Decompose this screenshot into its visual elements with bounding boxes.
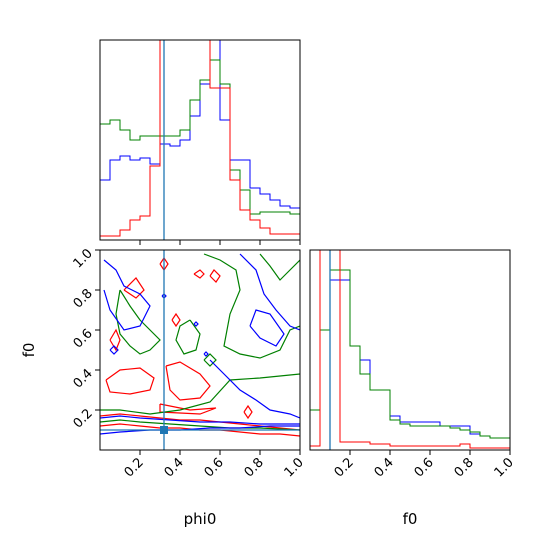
contour-series-1-path-5: [259, 253, 300, 281]
contour-series-2-path-4: [209, 359, 300, 419]
contour-series-2-path-2: [103, 259, 151, 331]
contour-series-2-path-6: [161, 293, 167, 299]
phi0-hist-series-0-step: [100, 40, 300, 240]
f0-hist-x-tick-label: 0.8: [452, 455, 477, 480]
contour-series-0-path-9: [209, 269, 221, 283]
contour-series-2-path-9: [109, 345, 119, 355]
contour-series-2-path-0: [100, 415, 300, 425]
joint-x-tick-label: 0.4: [162, 455, 187, 480]
f0-hist-x-tick-label: 0.6: [412, 455, 437, 480]
contour-series-0-path-7: [159, 256, 169, 272]
contour-series-1-path-6: [203, 353, 217, 367]
phi0-hist-series-2-step: [100, 40, 300, 240]
joint-contour-panel: 0.2 0.4 0.6 0.8 1.0 0.2 0.4 0.6 0.8 1.0: [71, 246, 307, 480]
contour-series-0-path-3: [165, 361, 211, 401]
phi0-hist-series-1-step: [100, 59, 300, 240]
y-axis-label-f0: f0: [20, 343, 38, 358]
contour-series-1-path-0: [100, 419, 300, 431]
contour-series-0-path-4: [159, 403, 217, 415]
contour-series-2-path-7: [193, 321, 199, 327]
f0-hist-x-tick-label: 0.4: [372, 455, 397, 480]
f0-hist-x-tick-label: 1.0: [492, 455, 517, 480]
joint-x-tick-label: 0.8: [242, 455, 267, 480]
joint-x-tick-label: 1.0: [282, 455, 307, 480]
x-axis-label-phi0: phi0: [184, 510, 217, 528]
contour-series-1-path-1: [100, 373, 300, 415]
contour-series-1-path-2: [203, 253, 300, 359]
contour-series-0-path-8: [171, 312, 181, 328]
contour-series-2-path-1: [100, 425, 300, 435]
truth-marker: [160, 426, 168, 434]
f0-histogram-panel: 0.2 0.4 0.6 0.8 1.0: [309, 249, 517, 480]
joint-y-tick-label: 0.8: [71, 286, 96, 311]
joint-y-tick-label: 1.0: [71, 246, 96, 271]
contour-series-2-path-3: [239, 253, 300, 331]
phi0-histogram-panel: [99, 39, 301, 245]
contour-series-0-path-6: [123, 277, 145, 299]
contour-series-1-path-4: [175, 319, 201, 355]
joint-y-tick-label: 0.6: [71, 326, 96, 351]
phi0-histogram-frame: [99, 39, 301, 241]
x-axis-label-f0: f0: [403, 510, 418, 528]
f0-hist-series-1-step: [310, 269, 510, 450]
f0-hist-x-tick-label: 0.2: [332, 455, 357, 480]
f0-histogram-frame: [309, 249, 511, 451]
joint-panel-frame: [99, 249, 301, 451]
contour-series-0-path-10: [243, 404, 253, 420]
contour-series-0-path-2: [105, 367, 155, 395]
joint-y-tick-label: 0.2: [71, 406, 96, 431]
contour-series-0-path-11: [193, 269, 205, 279]
contour-series-1-path-3: [115, 289, 161, 355]
joint-x-tick-label: 0.2: [122, 455, 147, 480]
f0-hist-series-2-step: [310, 250, 510, 450]
contour-series-2-path-8: [203, 351, 209, 357]
contour-series-2-path-5: [249, 309, 285, 347]
joint-x-tick-label: 0.6: [202, 455, 227, 480]
joint-y-tick-label: 0.4: [71, 366, 96, 391]
